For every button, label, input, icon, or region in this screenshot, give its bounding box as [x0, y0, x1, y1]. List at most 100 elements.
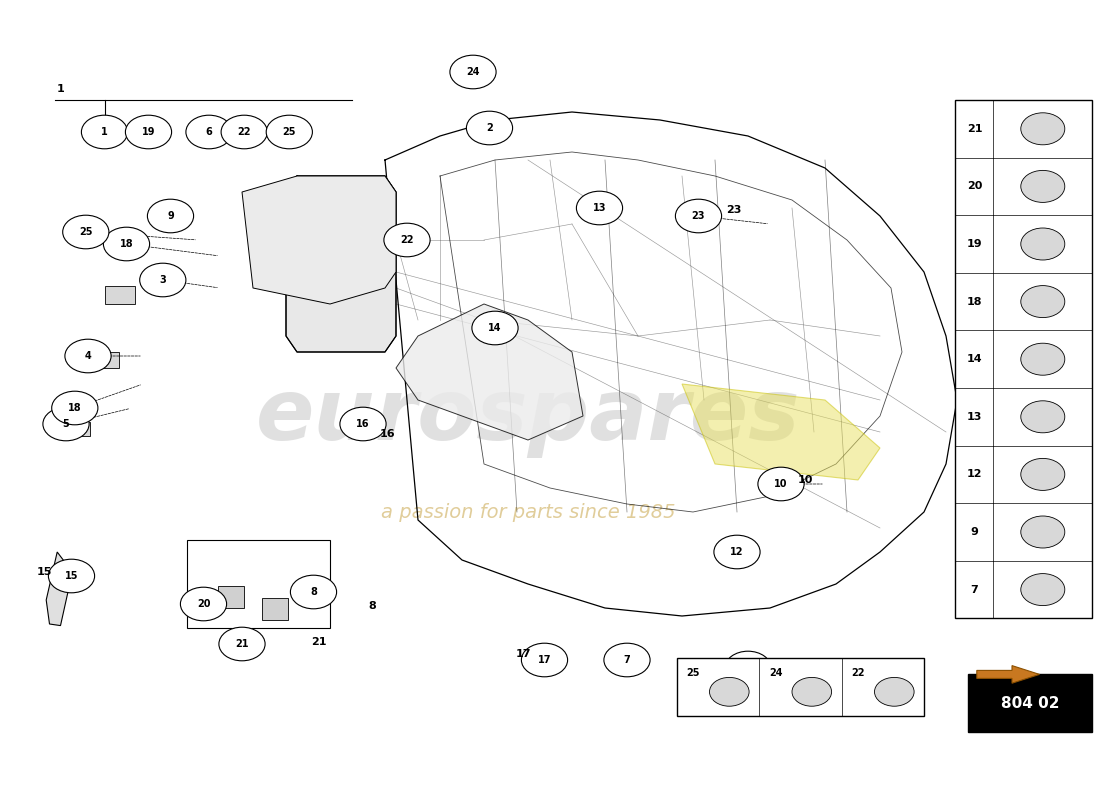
- Circle shape: [710, 678, 749, 706]
- Text: 20: 20: [197, 599, 210, 609]
- FancyBboxPatch shape: [262, 598, 288, 620]
- Text: 16: 16: [379, 429, 395, 438]
- Circle shape: [521, 643, 568, 677]
- Text: 20: 20: [967, 182, 982, 191]
- FancyBboxPatch shape: [104, 286, 135, 304]
- Circle shape: [1021, 343, 1065, 375]
- Circle shape: [725, 651, 771, 685]
- Text: 1: 1: [101, 127, 108, 137]
- Circle shape: [1021, 458, 1065, 490]
- Circle shape: [290, 575, 337, 609]
- Circle shape: [43, 407, 89, 441]
- Text: 12: 12: [730, 547, 744, 557]
- FancyBboxPatch shape: [955, 100, 1092, 618]
- Circle shape: [219, 627, 265, 661]
- Text: 22: 22: [851, 668, 865, 678]
- Circle shape: [384, 223, 430, 257]
- Text: 25: 25: [283, 127, 296, 137]
- Text: 19: 19: [142, 127, 155, 137]
- FancyBboxPatch shape: [90, 352, 119, 368]
- Circle shape: [450, 55, 496, 89]
- Polygon shape: [977, 666, 1040, 683]
- Text: 21: 21: [967, 124, 982, 134]
- Text: 6: 6: [206, 127, 212, 137]
- Circle shape: [1021, 228, 1065, 260]
- Text: 11: 11: [759, 667, 774, 677]
- Polygon shape: [682, 384, 880, 480]
- Text: 21: 21: [311, 637, 327, 646]
- Circle shape: [221, 115, 267, 149]
- Text: 18: 18: [120, 239, 133, 249]
- Circle shape: [340, 407, 386, 441]
- Circle shape: [792, 678, 832, 706]
- Polygon shape: [286, 176, 396, 352]
- Text: 8: 8: [367, 601, 376, 610]
- Circle shape: [65, 339, 111, 373]
- Text: 10: 10: [774, 479, 788, 489]
- FancyBboxPatch shape: [64, 422, 90, 436]
- Text: 15: 15: [36, 567, 52, 577]
- Circle shape: [758, 467, 804, 501]
- Text: a passion for parts since 1985: a passion for parts since 1985: [381, 502, 675, 522]
- Circle shape: [1021, 574, 1065, 606]
- Text: 24: 24: [769, 668, 782, 678]
- Polygon shape: [396, 304, 583, 440]
- Circle shape: [576, 191, 623, 225]
- Circle shape: [1021, 516, 1065, 548]
- Circle shape: [1021, 170, 1065, 202]
- Text: 23: 23: [692, 211, 705, 221]
- Text: 8: 8: [310, 587, 317, 597]
- Circle shape: [1021, 401, 1065, 433]
- Text: 10: 10: [798, 475, 813, 485]
- Circle shape: [186, 115, 232, 149]
- Text: 11: 11: [741, 663, 755, 673]
- Text: 17: 17: [516, 650, 531, 659]
- Circle shape: [675, 199, 722, 233]
- Text: 1: 1: [56, 84, 65, 94]
- Text: 4: 4: [85, 351, 91, 361]
- Circle shape: [472, 311, 518, 345]
- Text: 9: 9: [970, 527, 979, 537]
- Polygon shape: [242, 176, 396, 304]
- Text: 14: 14: [488, 323, 502, 333]
- Text: 5: 5: [63, 419, 69, 429]
- Circle shape: [48, 559, 95, 593]
- Text: 17: 17: [538, 655, 551, 665]
- Circle shape: [1021, 113, 1065, 145]
- Circle shape: [147, 199, 194, 233]
- Text: 7: 7: [624, 655, 630, 665]
- Circle shape: [140, 263, 186, 297]
- Text: 14: 14: [967, 354, 982, 364]
- Circle shape: [81, 115, 128, 149]
- Text: 3: 3: [160, 275, 166, 285]
- Text: 22: 22: [238, 127, 251, 137]
- Text: 22: 22: [400, 235, 414, 245]
- Text: 18: 18: [68, 403, 81, 413]
- Circle shape: [63, 215, 109, 249]
- FancyBboxPatch shape: [218, 586, 244, 608]
- Text: eurospares: eurospares: [255, 374, 801, 458]
- Circle shape: [1021, 286, 1065, 318]
- Text: 15: 15: [65, 571, 78, 581]
- Text: 13: 13: [967, 412, 982, 422]
- Text: 804 02: 804 02: [1001, 696, 1060, 710]
- FancyBboxPatch shape: [187, 540, 330, 628]
- Circle shape: [180, 587, 227, 621]
- FancyBboxPatch shape: [968, 674, 1092, 732]
- Text: 13: 13: [593, 203, 606, 213]
- Text: 25: 25: [686, 668, 700, 678]
- Text: 25: 25: [79, 227, 92, 237]
- Circle shape: [466, 111, 513, 145]
- Circle shape: [714, 535, 760, 569]
- Polygon shape: [46, 552, 72, 626]
- Circle shape: [604, 643, 650, 677]
- Text: 2: 2: [486, 123, 493, 133]
- Circle shape: [266, 115, 312, 149]
- Circle shape: [103, 227, 150, 261]
- Text: 19: 19: [967, 239, 982, 249]
- FancyBboxPatch shape: [676, 658, 924, 716]
- Circle shape: [125, 115, 172, 149]
- Text: 16: 16: [356, 419, 370, 429]
- Circle shape: [874, 678, 914, 706]
- Text: 18: 18: [967, 297, 982, 306]
